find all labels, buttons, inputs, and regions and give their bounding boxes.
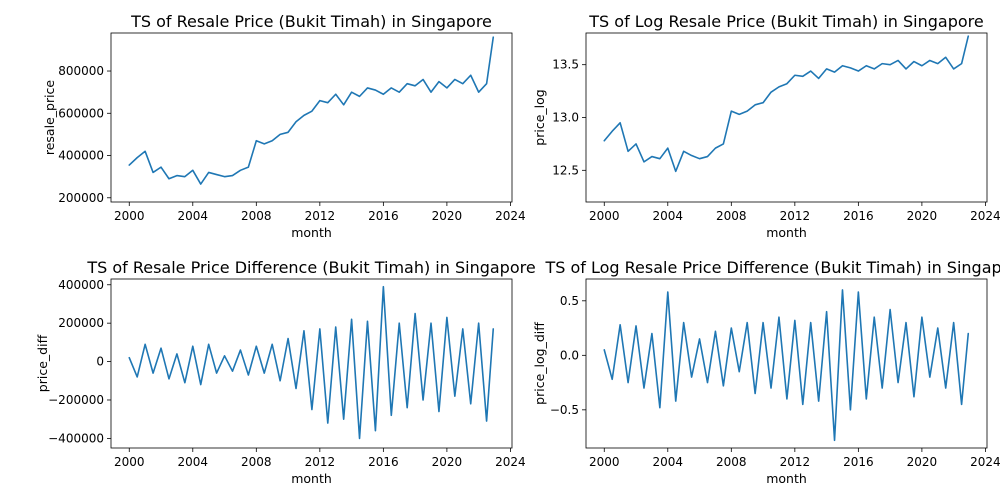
x-tick-label: 2020 — [907, 209, 938, 223]
x-axis-label: month — [291, 471, 332, 486]
x-tick-label: 2020 — [432, 209, 463, 223]
y-axis-label: price_diff — [35, 334, 50, 392]
chart-title: TS of Resale Price (Bukit Timah) in Sing… — [130, 12, 492, 31]
x-tick-label: 2024 — [970, 455, 1000, 469]
chart-title: TS of Log Resale Price Difference (Bukit… — [544, 258, 1000, 277]
y-axis-label: price_log — [532, 89, 547, 145]
chart-panel-2: 2000 2004 2008 2012 2016 2020 2024 12.5 13.0 13.5… — [532, 12, 1000, 240]
y-tick-label: 400000 — [58, 278, 104, 292]
y-tick-label: 0 — [96, 355, 104, 369]
x-tick-label: 2016 — [843, 209, 874, 223]
x-tick-label: 2004 — [653, 455, 684, 469]
x-tick-label: 2012 — [305, 455, 336, 469]
x-tick-label: 2020 — [907, 455, 938, 469]
chart-panel-3: 2000 2004 2008 2012 2016 2020 2024 −400000 −2000… — [35, 258, 536, 486]
y-tick-label: 200000 — [58, 316, 104, 330]
y-tick-label: 600000 — [58, 106, 104, 120]
x-tick-label: 2004 — [178, 455, 209, 469]
plot-frame — [110, 32, 513, 203]
x-tick-label: 2008 — [241, 455, 272, 469]
chart-title: TS of Log Resale Price (Bukit Timah) in … — [588, 12, 983, 31]
y-axis-label: resale_price — [42, 80, 57, 156]
y-tick-label: 13.5 — [552, 58, 579, 72]
x-tick-label: 2020 — [432, 455, 463, 469]
x-tick-label: 2016 — [368, 209, 399, 223]
x-tick-label: 2016 — [843, 455, 874, 469]
y-tick-label: 12.5 — [552, 163, 579, 177]
x-tick-label: 2004 — [653, 209, 684, 223]
y-tick-label: 13.0 — [552, 111, 579, 125]
plot-frame — [110, 278, 513, 449]
x-tick-label: 2000 — [114, 209, 145, 223]
x-tick-label: 2004 — [178, 209, 209, 223]
x-tick-label: 2000 — [589, 209, 620, 223]
x-tick-label: 2012 — [780, 455, 811, 469]
y-tick-label: −200000 — [48, 393, 104, 407]
x-tick-label: 2008 — [241, 209, 272, 223]
series-line-1 — [603, 35, 970, 173]
x-tick-label: 2008 — [716, 209, 747, 223]
series-line-1 — [603, 289, 970, 442]
y-tick-label: −0.5 — [550, 403, 579, 417]
y-tick-label: 0.5 — [560, 294, 579, 308]
x-axis-label: month — [291, 225, 332, 240]
y-tick-label: 200000 — [58, 191, 104, 205]
chart-title: TS of Resale Price Difference (Bukit Tim… — [86, 258, 535, 277]
y-axis-label: price_log_diff — [532, 322, 547, 405]
x-tick-label: 2024 — [495, 209, 526, 223]
y-tick-label: 400000 — [58, 149, 104, 163]
y-tick-label: 800000 — [58, 64, 104, 78]
chart-panel-1: 2000 2004 2008 2012 2016 2020 2024 200000 400000… — [42, 12, 525, 240]
y-tick-label: −400000 — [48, 431, 104, 445]
plot-frame — [585, 32, 988, 203]
x-tick-label: 2008 — [716, 455, 747, 469]
x-tick-label: 2012 — [780, 209, 811, 223]
x-tick-label: 2000 — [114, 455, 145, 469]
x-axis-label: month — [766, 225, 807, 240]
x-tick-label: 2024 — [495, 455, 526, 469]
chart-panel-4: 2000 2004 2008 2012 2016 2020 2024 −0.5 0.0 0.5 TS… — [532, 258, 1000, 486]
plot-frame — [585, 278, 988, 449]
x-tick-label: 2016 — [368, 455, 399, 469]
x-axis-label: month — [766, 471, 807, 486]
series-line-1 — [128, 36, 495, 185]
x-tick-label: 2000 — [589, 455, 620, 469]
x-tick-label: 2024 — [970, 209, 1000, 223]
x-tick-label: 2012 — [305, 209, 336, 223]
series-line-1 — [128, 285, 495, 440]
y-tick-label: 0.0 — [560, 348, 579, 362]
